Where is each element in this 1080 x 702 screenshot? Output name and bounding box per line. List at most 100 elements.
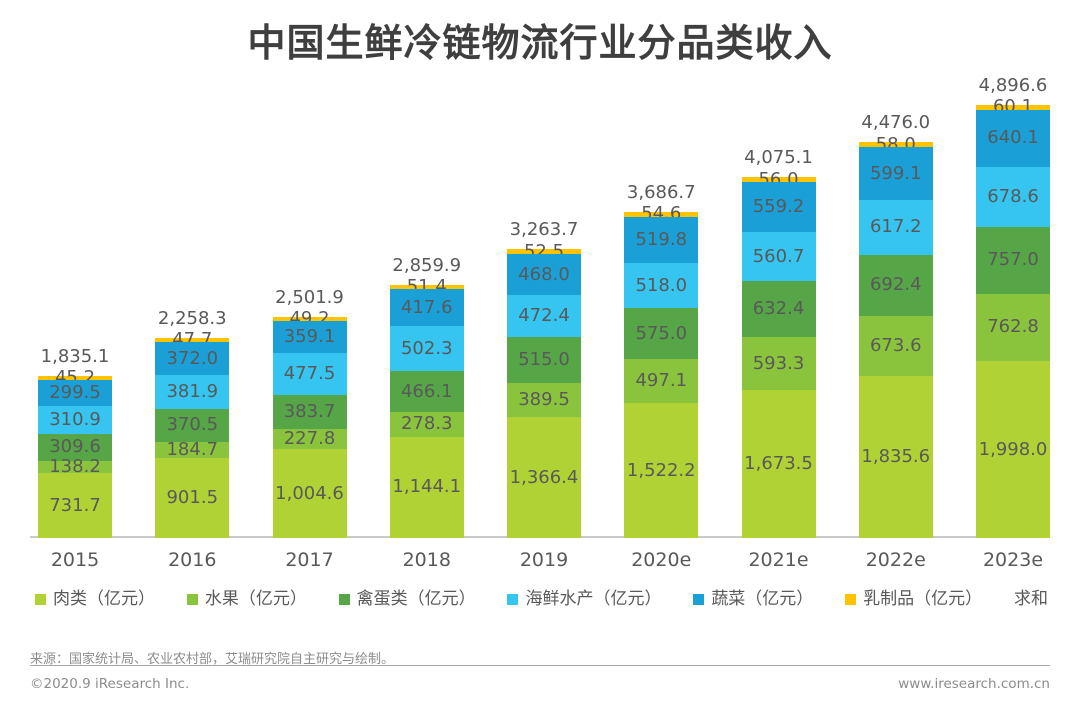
bar-segment-seafood-2018: 502.3	[389, 326, 464, 371]
segment-value-label: 519.8	[635, 228, 688, 250]
bar-segment-meat-2015: 731.7	[38, 473, 112, 538]
segment-value-label: 227.8	[283, 428, 336, 450]
segment-value-label: 901.5	[166, 487, 219, 509]
bar-segment-fruit-2022e: 673.6	[858, 315, 933, 376]
segment-value-label: 359.1	[283, 325, 336, 347]
legend-swatch-vegetable	[693, 593, 705, 605]
segment-value-label: 466.1	[400, 380, 453, 402]
legend-label-poultry-egg: 禽蛋类（亿元）	[356, 588, 476, 609]
legend-item-poultry-egg: 禽蛋类（亿元）	[338, 588, 476, 609]
segment-value-label: 692.4	[869, 274, 922, 296]
segment-value-label: 497.1	[635, 370, 688, 392]
segment-value-label: 299.5	[49, 381, 101, 403]
bar-segment-seafood-2016: 381.9	[155, 375, 230, 410]
legend-item-meat: 肉类（亿元）	[35, 590, 155, 608]
source-note: 来源：国家统计局、农业农村部，艾瑞研究院自主研究与绘制。	[30, 652, 395, 667]
bar-2016: 2,258.3 47.7 372.0 381.9 370.5 184.7 901.5	[155, 310, 230, 538]
bar-segment-seafood-2023e: 678.6	[976, 166, 1050, 227]
segment-value-label: 762.8	[987, 316, 1039, 338]
bar-segment-vegetable-2017: 359.1	[272, 320, 347, 353]
legend-swatch-fruit	[186, 593, 198, 605]
x-axis-label-2020e: 2020e	[631, 549, 692, 571]
bar-segment-vegetable-2019: 468.0	[507, 253, 581, 296]
segment-value-label: 1,522.2	[626, 459, 696, 481]
chart-title: 中国生鲜冷链物流行业分品类收入	[247, 21, 833, 65]
copyright-text: ©2020.9 iResearch Inc.	[30, 676, 190, 692]
bar-segment-poultry-egg-2019: 515.0	[507, 337, 581, 383]
bar-segment-vegetable-2016: 372.0	[155, 342, 230, 376]
total-label-2021e: 4,075.1	[744, 147, 813, 169]
bar-2015: 1,835.1 45.2 299.5 310.9 309.6 138.2 731.7	[38, 347, 112, 538]
legend-swatch-dairy	[845, 593, 857, 605]
segment-value-label: 599.1	[869, 162, 922, 184]
x-axis-label-2018: 2018	[402, 549, 451, 571]
bar-segment-meat-2019: 1,366.4	[507, 417, 581, 538]
legend-swatch-poultry-egg	[338, 593, 350, 605]
bar-segment-vegetable-2018: 417.6	[389, 289, 464, 327]
segment-value-label: 309.6	[49, 436, 101, 458]
bar-segment-fruit-2019: 389.5	[507, 382, 581, 418]
segment-value-label: 559.2	[752, 196, 805, 218]
segment-value-label: 472.4	[518, 305, 570, 327]
bar-segment-fruit-2023e: 762.8	[976, 293, 1050, 362]
footer-divider	[30, 665, 1050, 666]
x-axis-label-2023e: 2023e	[982, 549, 1044, 571]
bar-segment-poultry-egg-2016: 370.5	[155, 409, 230, 442]
legend-swatch-meat	[35, 593, 46, 605]
bar-segment-poultry-egg-2017: 383.7	[272, 394, 347, 429]
segment-value-label: 184.7	[166, 439, 219, 461]
segment-value-label: 617.2	[869, 216, 922, 238]
legend-item-fruit: 水果（亿元）	[186, 588, 307, 609]
segment-value-label: 640.1	[987, 127, 1039, 149]
bar-segment-vegetable-2023e: 640.1	[976, 110, 1050, 167]
bar-segment-meat-2016: 901.5	[155, 458, 230, 538]
segment-value-label: 757.0	[987, 249, 1039, 271]
legend-label-sum: 求和	[1013, 588, 1048, 609]
bar-2017: 2,501.9 49.2 359.1 477.5 383.7 227.8 1,004.6	[272, 288, 347, 538]
legend-swatch-seafood	[507, 593, 519, 605]
segment-value-label: 678.6	[987, 185, 1039, 207]
segment-value-label: 381.9	[166, 381, 219, 403]
bar-segment-fruit-2017: 227.8	[272, 428, 347, 450]
segment-value-label: 502.3	[400, 337, 453, 359]
bar-segment-fruit-2020e: 497.1	[624, 359, 699, 404]
bar-segment-seafood-2021e: 560.7	[741, 231, 816, 282]
bar-segment-fruit-2018: 278.3	[389, 412, 464, 437]
bar-segment-fruit-2021e: 593.3	[741, 337, 816, 390]
legend-item-sum: 求和	[1013, 588, 1048, 609]
total-label-2018: 2,859.9	[392, 254, 462, 276]
x-axis-label-2016: 2016	[168, 549, 217, 571]
segment-value-label: 138.2	[49, 456, 101, 478]
bar-segment-fruit-2015: 138.2	[38, 458, 112, 476]
segment-value-label: 1,835.6	[861, 445, 931, 467]
x-axis-label-2015: 2015	[50, 549, 100, 571]
legend-label-fruit: 水果（亿元）	[204, 588, 307, 609]
total-label-2016: 2,258.3	[157, 308, 227, 330]
bar-segment-fruit-2016: 184.7	[155, 441, 230, 459]
bar-segment-meat-2018: 1,144.1	[389, 436, 464, 538]
total-label-2019: 3,263.7	[509, 219, 579, 241]
bar-segment-vegetable-2022e: 599.1	[858, 147, 933, 201]
bar-segment-poultry-egg-2023e: 757.0	[976, 226, 1050, 294]
legend-item-seafood: 海鲜水产（亿元）	[507, 590, 661, 608]
segment-value-label: 477.5	[283, 362, 336, 384]
bar-segment-meat-2022e: 1,835.6	[858, 375, 933, 538]
segment-value-label: 731.7	[49, 494, 101, 516]
segment-value-label: 310.9	[49, 408, 101, 430]
bar-segment-seafood-2015: 310.9	[38, 406, 112, 434]
x-axis-label-2019: 2019	[519, 549, 569, 571]
segment-value-label: 1,673.5	[744, 452, 813, 474]
website-link: www.iresearch.com.cn	[898, 676, 1050, 692]
bar-segment-poultry-egg-2018: 466.1	[389, 370, 464, 413]
segment-value-label: 383.7	[283, 400, 336, 422]
segment-value-label: 417.6	[400, 296, 453, 318]
segment-value-label: 278.3	[400, 413, 453, 435]
bar-segment-seafood-2022e: 617.2	[858, 200, 933, 255]
x-axis-label-2021e: 2021e	[748, 549, 809, 571]
segment-value-label: 1,144.1	[392, 476, 462, 498]
bar-segment-meat-2020e: 1,522.2	[624, 403, 699, 538]
bar-2019: 3,263.7 52.5 468.0 472.4 515.0 389.5 1,366.4	[507, 221, 581, 538]
segment-value-label: 518.0	[635, 274, 688, 296]
bar-segment-vegetable-2015: 299.5	[38, 379, 112, 407]
total-label-2015: 1,835.1	[40, 345, 110, 367]
